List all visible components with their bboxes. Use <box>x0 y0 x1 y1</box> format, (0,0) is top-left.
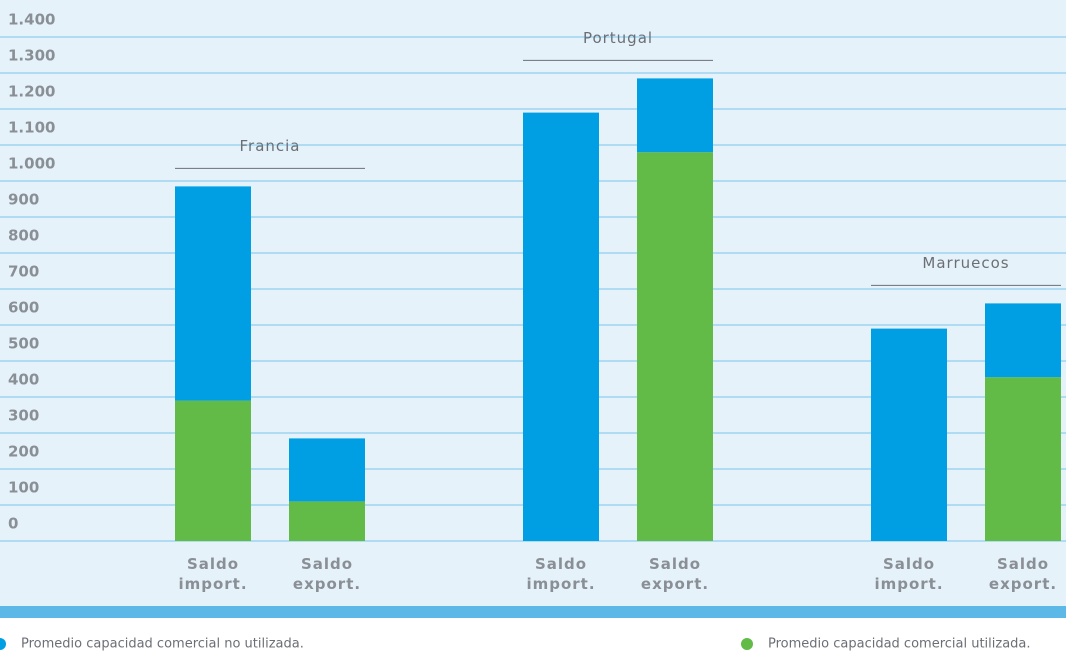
y-tick-label: 400 <box>8 371 39 389</box>
x-tick-line: import. <box>874 575 943 593</box>
bar-segment <box>637 152 713 541</box>
y-tick-label: 900 <box>8 191 39 209</box>
y-tick-label: 1.200 <box>8 83 55 101</box>
bar-segment <box>985 303 1061 378</box>
y-tick-label: 700 <box>8 263 39 281</box>
x-tick-line: Saldo <box>997 555 1049 573</box>
y-tick-label: 500 <box>8 335 39 353</box>
x-tick-label: Saldo export. <box>641 555 709 593</box>
group-label: Portugal <box>583 29 653 47</box>
legend-marker <box>0 638 6 650</box>
bar-segment <box>289 438 365 502</box>
x-tick-label: Saldo export. <box>293 555 361 593</box>
x-tick-line: export. <box>989 575 1057 593</box>
bar-segment <box>523 112 599 541</box>
x-tick-line: Saldo <box>649 555 701 573</box>
legend-marker <box>741 638 753 650</box>
y-tick-label: 300 <box>8 407 39 425</box>
x-tick-line: import. <box>526 575 595 593</box>
x-tick-line: Saldo <box>187 555 239 573</box>
y-tick-label: 1.400 <box>8 11 55 29</box>
band <box>0 606 1066 618</box>
y-tick-label: 200 <box>8 443 39 461</box>
y-tick-label: 800 <box>8 227 39 245</box>
y-tick-label: 1.300 <box>8 47 55 65</box>
group-label: Marruecos <box>922 254 1009 272</box>
bar-segment <box>637 78 713 153</box>
y-tick-label: 100 <box>8 479 39 497</box>
x-tick-line: Saldo <box>301 555 353 573</box>
legend-label: Promedio capacidad comercial utilizada. <box>768 637 1031 652</box>
x-tick-line: Saldo <box>535 555 587 573</box>
x-tick-label: Saldo import. <box>526 555 595 593</box>
y-tick-label: 1.000 <box>8 155 55 173</box>
bar-segment <box>289 501 365 541</box>
x-tick-label: Saldo import. <box>178 555 247 593</box>
x-tick-line: import. <box>178 575 247 593</box>
bar-segment <box>175 400 251 541</box>
bar-segment <box>985 377 1061 541</box>
x-tick-label: Saldo import. <box>874 555 943 593</box>
y-tick-label: 600 <box>8 299 39 317</box>
group-label: Francia <box>239 137 300 155</box>
bar-segment <box>175 186 251 401</box>
legend-label: Promedio capacidad comercial no utilizad… <box>21 637 304 652</box>
x-tick-line: export. <box>641 575 709 593</box>
y-tick-label: 0 <box>8 515 18 533</box>
x-tick-line: export. <box>293 575 361 593</box>
x-tick-line: Saldo <box>883 555 935 573</box>
bar-segment <box>871 328 947 541</box>
x-tick-label: Saldo export. <box>989 555 1057 593</box>
y-tick-label: 1.100 <box>8 119 55 137</box>
